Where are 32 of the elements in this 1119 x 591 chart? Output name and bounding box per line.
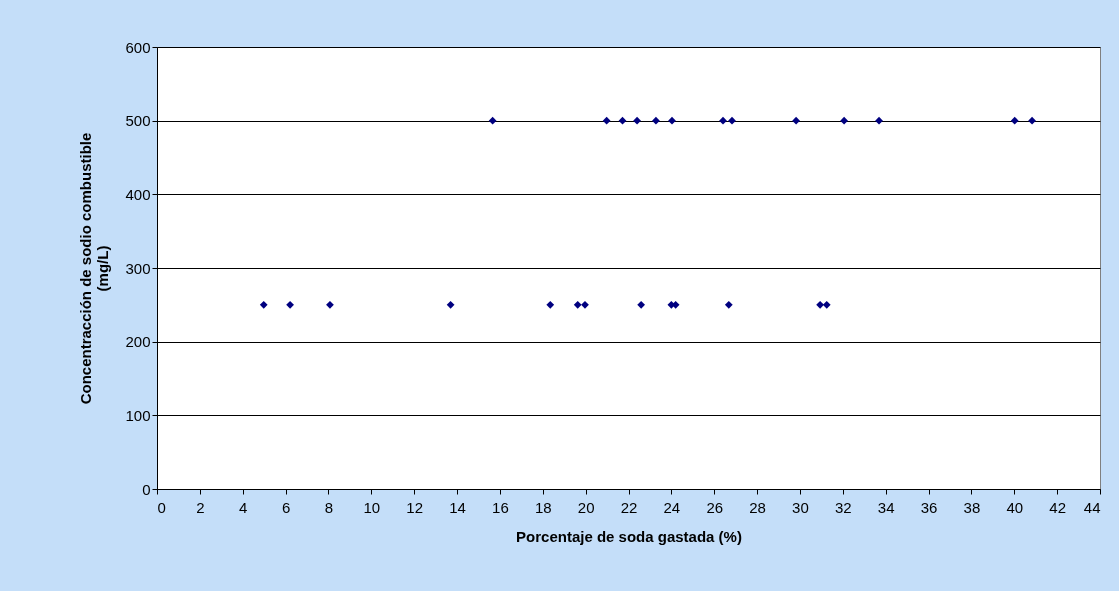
x-tick-label: 38 [963,498,981,516]
x-tick-label: 40 [1006,498,1024,516]
y-axis-title: Concentracción de sodio combustible (mg/L) [77,132,112,405]
y-tick-label: 0 [142,480,151,498]
x-tick-label: 10 [363,498,381,516]
x-axis-title: Porcentaje de soda gastada (%) [516,527,742,545]
x-tick-label: 18 [534,498,552,516]
y-tick-label: 600 [125,38,151,56]
x-tick-label: 2 [196,498,205,516]
x-tick-label: 12 [406,498,424,516]
y-tick-label: 400 [125,185,151,203]
x-tick-label: 30 [792,498,809,516]
x-tick-label: 28 [749,498,766,516]
x-tick-label: 0 [157,498,166,516]
x-tick-label: 32 [834,498,852,516]
x-tick-label: 44 [1083,498,1101,516]
x-tick-label: 8 [324,498,334,516]
x-tick-label: 24 [663,498,681,516]
y-tick-label: 100 [125,406,151,424]
x-tick-label: 6 [281,498,291,516]
x-tick-label: 26 [706,498,724,516]
y-tick-label: 200 [125,333,151,351]
x-tick-label: 20 [577,498,595,516]
x-tick-label: 4 [239,498,248,516]
y-tick-label: 300 [125,259,151,277]
x-tick-label: 16 [492,498,509,516]
y-tick-label: 500 [125,112,151,130]
x-tick-label: 34 [877,498,895,516]
x-tick-label: 22 [620,498,638,516]
x-tick-label: 14 [449,498,466,516]
x-tick-label: 42 [1049,498,1066,516]
x-tick-label: 36 [920,498,938,516]
